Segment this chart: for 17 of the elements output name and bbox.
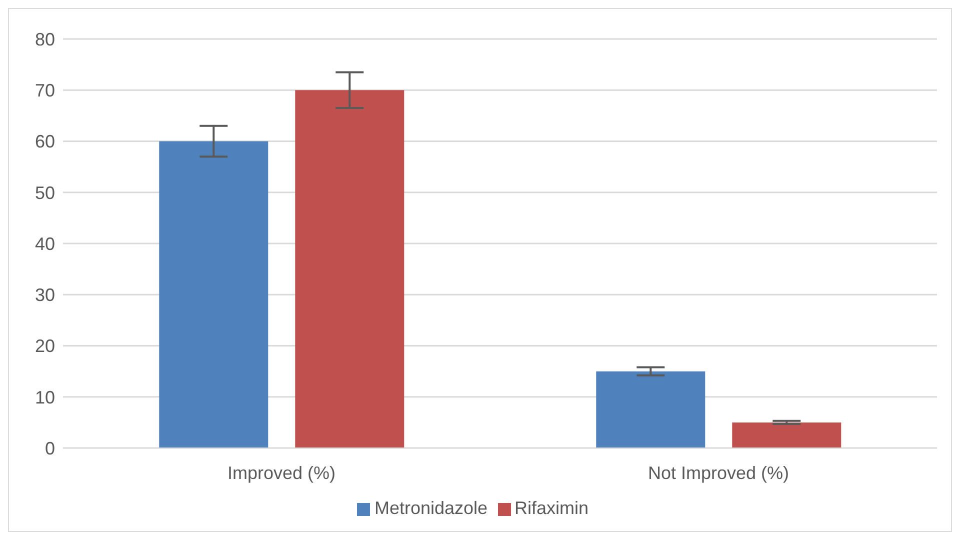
y-tick-label: 20 (34, 336, 55, 356)
legend-label: Rifaximin (514, 498, 589, 518)
bar (295, 90, 404, 448)
y-tick-label: 60 (34, 132, 55, 152)
y-tick-label: 40 (34, 234, 55, 254)
y-tick-label: 0 (44, 438, 55, 458)
y-tick-label: 70 (34, 80, 55, 101)
bar (596, 371, 706, 448)
x-tick-label: Not Improved (%) (648, 462, 790, 483)
y-tick-label: 30 (34, 285, 55, 306)
y-tick-label: 10 (34, 387, 55, 408)
bar (159, 141, 268, 448)
x-tick-label: Improved (%) (227, 462, 336, 483)
y-tick-label: 50 (34, 182, 55, 203)
y-tick-label: 80 (34, 29, 55, 50)
legend-label: Metronidazole (374, 498, 488, 518)
bar (732, 422, 842, 448)
